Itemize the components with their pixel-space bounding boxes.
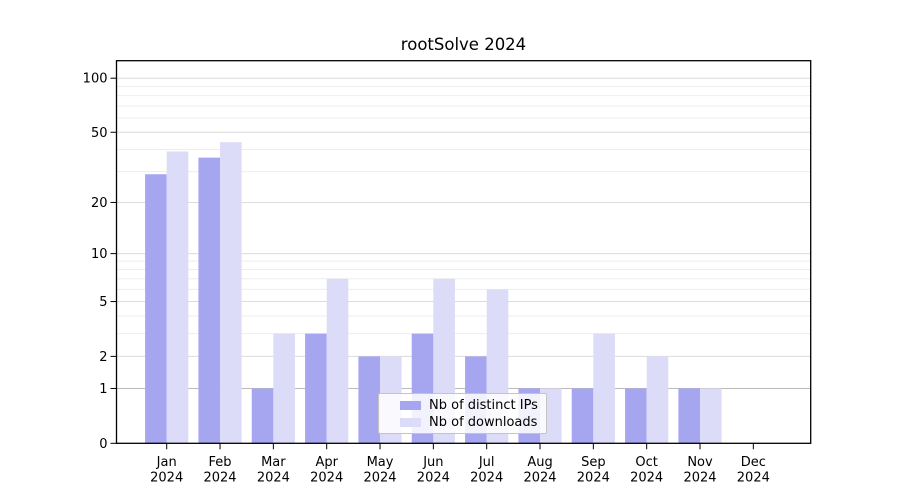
bar-jan-distinct-ips bbox=[145, 174, 167, 444]
bar-feb-downloads bbox=[220, 142, 242, 444]
chart-title: rootSolve 2024 bbox=[400, 35, 527, 54]
x-label-year-nov: 2024 bbox=[683, 471, 716, 486]
x-label-year-sep: 2024 bbox=[577, 471, 610, 486]
bar-oct-distinct-ips bbox=[625, 388, 647, 444]
x-label-year-oct: 2024 bbox=[630, 471, 663, 486]
x-label-month-feb: Feb bbox=[209, 455, 232, 470]
x-label-year-feb: 2024 bbox=[203, 471, 236, 486]
bar-sep-downloads bbox=[593, 333, 615, 444]
y-tick-label-20: 20 bbox=[91, 196, 108, 211]
y-tick-label-2: 2 bbox=[99, 350, 107, 365]
x-label-year-jul: 2024 bbox=[470, 471, 503, 486]
x-label-month-oct: Oct bbox=[635, 455, 657, 470]
x-label-month-jan: Jan bbox=[156, 455, 177, 470]
bar-nov-downloads bbox=[700, 388, 722, 444]
bar-may-distinct-ips bbox=[358, 356, 381, 444]
x-label-month-may: May bbox=[367, 455, 394, 470]
x-label-year-may: 2024 bbox=[363, 471, 396, 486]
y-tick-label-0: 0 bbox=[99, 437, 107, 452]
legend-item-distinct-ips: Nb of distinct IPs bbox=[379, 397, 546, 413]
bar-mar-distinct-ips bbox=[251, 388, 274, 444]
legend: Nb of distinct IPs Nb of downloads bbox=[378, 393, 547, 434]
legend-item-downloads: Nb of downloads bbox=[379, 414, 546, 430]
x-label-month-aug: Aug bbox=[527, 455, 552, 470]
x-label-year-apr: 2024 bbox=[310, 471, 343, 486]
x-label-year-jun: 2024 bbox=[417, 471, 450, 486]
x-label-year-dec: 2024 bbox=[737, 471, 770, 486]
plot-frame bbox=[115, 60, 812, 444]
x-label-month-jul: Jul bbox=[478, 455, 495, 470]
legend-label-downloads: Nb of downloads bbox=[429, 414, 538, 430]
y-tick-label-100: 100 bbox=[83, 72, 108, 87]
x-label-year-jan: 2024 bbox=[150, 471, 183, 486]
bar-oct-downloads bbox=[646, 356, 669, 444]
x-label-month-jun: Jun bbox=[422, 455, 443, 470]
bar-jan-downloads bbox=[166, 151, 189, 444]
legend-swatch-distinct-ips bbox=[400, 400, 421, 410]
y-tick-label-10: 10 bbox=[91, 247, 108, 262]
bar-apr-distinct-ips bbox=[305, 333, 327, 444]
y-tick-label-5: 5 bbox=[99, 295, 107, 310]
y-tick-label-50: 50 bbox=[91, 126, 108, 141]
x-label-month-sep: Sep bbox=[581, 455, 606, 470]
y-tick-label-1: 1 bbox=[99, 382, 107, 397]
bar-apr-downloads bbox=[326, 278, 349, 444]
legend-swatch-downloads bbox=[400, 417, 421, 427]
x-label-month-mar: Mar bbox=[261, 455, 286, 470]
legend-label-distinct-ips: Nb of distinct IPs bbox=[429, 397, 538, 413]
x-label-month-dec: Dec bbox=[741, 455, 766, 470]
bar-mar-downloads bbox=[273, 333, 295, 444]
x-label-month-nov: Nov bbox=[687, 455, 713, 470]
x-label-month-apr: Apr bbox=[315, 455, 338, 470]
bar-nov-distinct-ips bbox=[678, 388, 700, 444]
x-label-year-mar: 2024 bbox=[257, 471, 290, 486]
x-label-year-aug: 2024 bbox=[523, 471, 556, 486]
bar-feb-distinct-ips bbox=[198, 157, 221, 444]
bar-sep-distinct-ips bbox=[571, 388, 594, 444]
